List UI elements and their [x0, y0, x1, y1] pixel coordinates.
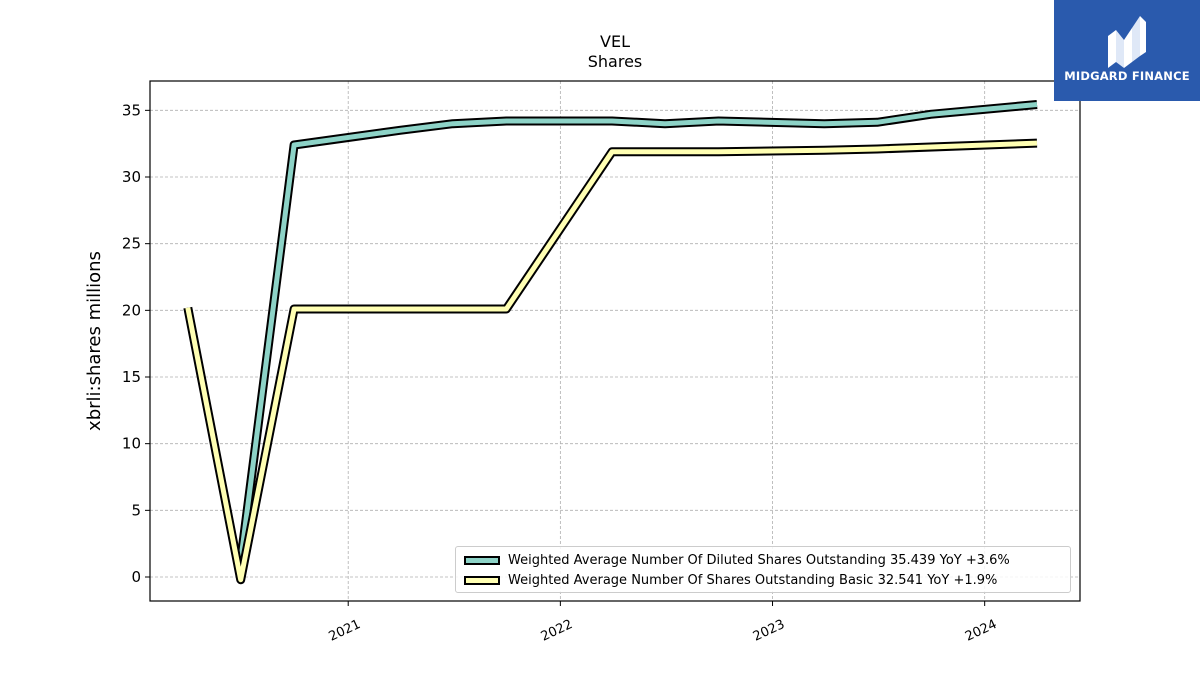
chart-subtitle: Shares [588, 52, 643, 71]
legend-swatch-basic [464, 575, 500, 585]
legend-item-basic: Weighted Average Number Of Shares Outsta… [464, 570, 1062, 590]
series-0 [236, 100, 1038, 562]
y-tick-label: 20 [122, 301, 141, 319]
plot-frame [149, 80, 1081, 602]
legend-label-diluted: Weighted Average Number Of Diluted Share… [508, 552, 1010, 568]
series-line [238, 102, 1038, 562]
axes: 0 5 10 15 20 25 30 35 2021 2022 2023 2024 [122, 80, 1081, 645]
y-tick-label: 30 [122, 168, 141, 186]
x-tick-label: 2021 [327, 617, 363, 645]
y-tick-label: 10 [122, 435, 141, 453]
x-tick-label: 2023 [751, 617, 787, 645]
y-tick-label: 5 [131, 501, 141, 519]
series-line-outline [236, 100, 1038, 562]
midgard-logo: MIDGARD FINANCE [1054, 0, 1200, 101]
legend: Weighted Average Number Of Diluted Share… [455, 546, 1071, 593]
y-tick-label: 0 [131, 568, 141, 586]
x-tick-label: 2022 [539, 617, 575, 645]
y-tick-label: 25 [122, 235, 141, 253]
y-tick-label: 15 [122, 368, 141, 386]
y-axis-label: xbrli:shares millions [84, 251, 105, 431]
logo-text: MIDGARD FINANCE [1064, 69, 1190, 83]
series-layer [183, 100, 1038, 585]
y-tick-label: 35 [122, 101, 141, 119]
series-line-outline [183, 138, 1038, 585]
legend-item-diluted: Weighted Average Number Of Diluted Share… [464, 550, 1062, 570]
chart-title: VEL [600, 32, 630, 51]
series-1 [183, 138, 1038, 585]
x-tick-label: 2024 [963, 617, 999, 645]
legend-swatch-diluted [464, 555, 500, 565]
series-line [185, 140, 1038, 583]
midgard-logo-icon [1108, 16, 1146, 68]
legend-label-basic: Weighted Average Number Of Shares Outsta… [508, 572, 998, 588]
